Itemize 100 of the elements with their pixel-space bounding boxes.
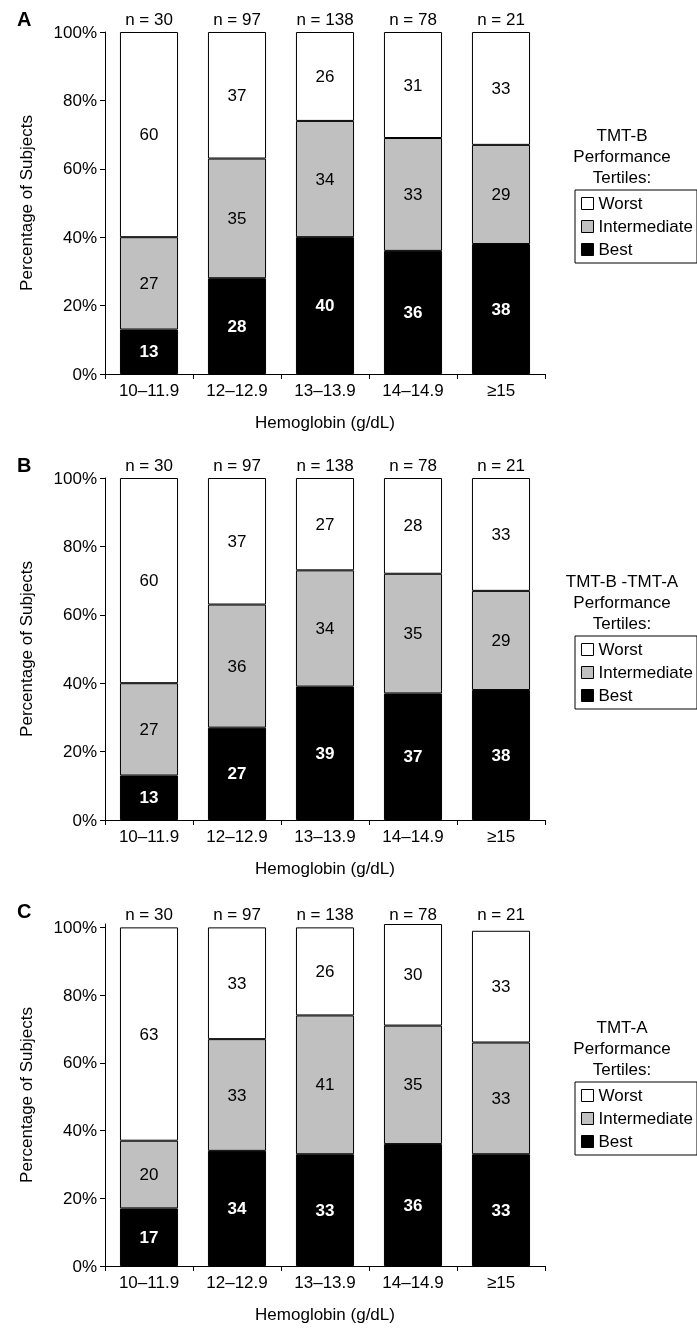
annotation: n = 138 (296, 456, 354, 475)
annotation: n = 78 (389, 456, 437, 475)
x-axis-title: Hemoglobin (g/dL) (255, 1305, 395, 1324)
x-axis-title: Hemoglobin (g/dL) (255, 859, 395, 878)
data-label: 27 (139, 719, 159, 739)
x-tick-label: 13–13.9 (294, 381, 356, 400)
annotation: n = 78 (389, 905, 437, 925)
legend-title: TMT-B -TMT-A Performance Tertiles: (565, 572, 679, 633)
data-label: 60 (139, 125, 159, 145)
x-tick-label: ≥15 (486, 381, 516, 400)
y-tick-label: 100% (53, 22, 97, 42)
annotation: n = 21 (477, 456, 525, 475)
data-label: 36 (227, 656, 247, 676)
x-tick-label: ≥15 (486, 1273, 516, 1292)
y-tick-label: 80% (62, 985, 97, 1005)
y-tick-label: 40% (62, 673, 97, 693)
x-tick-label: 12–12.9 (206, 1273, 268, 1292)
annotation: n = 30 (125, 10, 173, 29)
y-tick-label: 40% (62, 1121, 97, 1141)
data-label: 30 (403, 965, 423, 985)
data-label: 35 (403, 624, 423, 644)
data-label: 33 (227, 973, 247, 993)
y-axis-title: Percentage of Subjects (17, 561, 36, 737)
x-tick-label: 14–14.9 (382, 381, 444, 400)
y-tick-label: 60% (62, 159, 97, 179)
y-tick-label: 0% (72, 810, 97, 830)
data-label: 34 (315, 169, 335, 189)
data-label: 33 (403, 184, 423, 204)
data-label: 36 (403, 1195, 423, 1215)
data-label: 34 (315, 618, 335, 638)
data-label: 20 (139, 1165, 159, 1185)
data-label: 63 (139, 1024, 159, 1044)
data-label: 33 (227, 1085, 247, 1105)
legend-label: Best (598, 1132, 633, 1151)
y-tick-label: 60% (62, 1053, 97, 1073)
x-axis-title: Hemoglobin (g/dL) (255, 413, 395, 432)
annotation: n = 21 (477, 10, 525, 29)
data-label: 37 (227, 531, 247, 551)
x-tick-label: 12–12.9 (206, 381, 268, 400)
chart-title: A (17, 8, 32, 30)
x-tick-label: 13–13.9 (294, 827, 356, 846)
data-label: 26 (315, 961, 335, 981)
y-tick-label: 100% (53, 917, 97, 937)
data-label: 37 (227, 85, 247, 105)
annotation: n = 21 (477, 905, 525, 925)
data-label: 28 (403, 516, 423, 536)
annotation: n = 138 (296, 10, 354, 29)
y-tick-label: 80% (62, 536, 97, 556)
x-tick-label: 10–11.9 (118, 827, 180, 846)
legend-label: Worst (598, 194, 643, 213)
data-label: 26 (315, 66, 335, 86)
y-tick-label: 60% (62, 605, 97, 625)
data-label: 29 (491, 184, 511, 204)
data-label: 13 (139, 788, 159, 808)
x-tick-label: ≥15 (486, 827, 516, 846)
data-label: 38 (491, 299, 511, 319)
legend-label: Worst (598, 1086, 643, 1105)
data-label: 17 (139, 1227, 159, 1247)
data-label: 33 (491, 1088, 511, 1108)
legend-label: Worst (598, 640, 643, 659)
legend-label: Intermediate (598, 217, 693, 236)
annotation: n = 30 (125, 456, 173, 475)
data-label: 33 (491, 1200, 511, 1220)
legend-label: Intermediate (598, 663, 693, 682)
data-label: 35 (227, 208, 247, 228)
data-label: 37 (403, 747, 423, 767)
data-label: 35 (403, 1075, 423, 1095)
data-label: 41 (315, 1075, 335, 1095)
legend-title: TMT-A Performance Tertiles: (573, 1018, 671, 1079)
legend-label: Best (598, 240, 633, 259)
chart-title: B (17, 454, 32, 476)
data-label: 33 (315, 1200, 335, 1220)
data-label: 39 (315, 743, 335, 763)
y-tick-label: 20% (62, 1188, 97, 1208)
data-label: 27 (139, 273, 159, 293)
y-tick-label: 0% (72, 1256, 97, 1276)
data-label: 36 (403, 302, 423, 322)
x-tick-label: 14–14.9 (382, 827, 444, 846)
y-tick-label: 0% (72, 364, 97, 384)
x-tick-label: 12–12.9 (206, 827, 268, 846)
data-label: 29 (491, 630, 511, 650)
chart-title: C (17, 900, 32, 922)
y-axis-title: Percentage of Subjects (17, 115, 36, 291)
data-label: 34 (227, 1198, 247, 1218)
data-label: 33 (491, 977, 511, 997)
annotation: n = 97 (213, 905, 261, 925)
data-label: 33 (491, 78, 511, 98)
annotation: n = 97 (213, 10, 261, 29)
data-label: 31 (403, 75, 423, 95)
legend-label: Best (598, 686, 633, 705)
x-tick-label: 10–11.9 (118, 381, 180, 400)
annotation: n = 97 (213, 456, 261, 475)
x-tick-label: 10–11.9 (118, 1273, 180, 1292)
data-label: 33 (491, 524, 511, 544)
y-axis-title: Percentage of Subjects (17, 1007, 36, 1183)
data-label: 38 (491, 745, 511, 765)
legend-title: TMT-B Performance Tertiles: (573, 126, 671, 187)
annotation: n = 138 (296, 905, 354, 925)
x-tick-label: 14–14.9 (382, 1273, 444, 1292)
annotation: n = 78 (389, 10, 437, 29)
